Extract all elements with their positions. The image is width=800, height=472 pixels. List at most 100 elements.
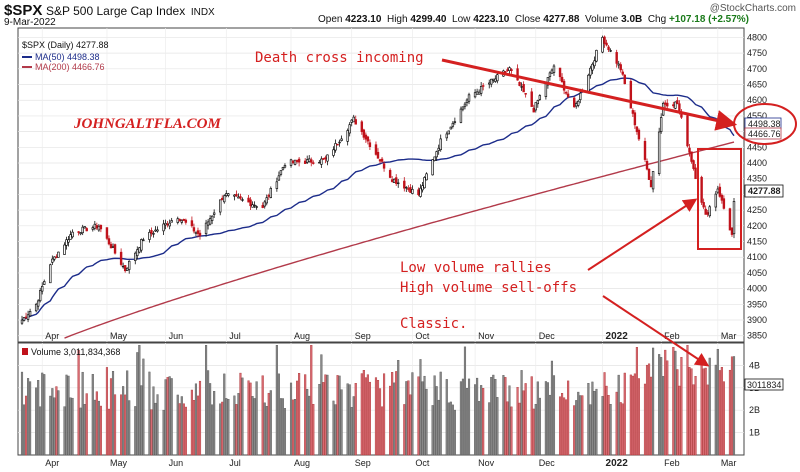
candle-body: [170, 220, 173, 223]
candle-body: [617, 63, 620, 66]
volume-bar: [720, 367, 723, 456]
candle-body: [289, 159, 293, 166]
volume-bar: [368, 381, 371, 456]
candle-body: [603, 36, 606, 44]
copyright: @StockCharts.com: [709, 3, 796, 14]
candle-body: [26, 314, 30, 320]
candle-body: [206, 221, 210, 226]
volume-bar: [79, 407, 82, 456]
price-legend: $SPX (Daily) 4277.88 MA(50) 4498.38 MA(2…: [22, 40, 109, 72]
candle-body: [249, 199, 252, 207]
volume-bar: [647, 363, 651, 456]
volume-bar: [482, 388, 485, 456]
candle-body: [666, 102, 669, 107]
candle-body: [633, 112, 637, 126]
candle-body: [615, 52, 618, 64]
volume-bar: [686, 345, 689, 456]
candle-body: [38, 290, 42, 302]
candle-body: [647, 168, 651, 180]
candle-body: [305, 159, 309, 163]
selloff-box: [697, 148, 742, 250]
volume-bar: [380, 406, 384, 456]
annotation-low-volume: Low volume rallies: [400, 260, 552, 276]
volume-bar: [561, 393, 564, 456]
volume-bar: [403, 404, 406, 456]
candle-body: [182, 219, 186, 221]
candle-body: [686, 115, 689, 147]
candle-body: [67, 239, 70, 243]
chg-value: +107.18 (+2.57%): [668, 14, 750, 25]
symbol: $SPX: [4, 2, 43, 19]
candle-body: [524, 93, 527, 95]
volume-bar: [124, 394, 127, 456]
candle-body: [265, 197, 268, 204]
volume-bar: [279, 398, 282, 456]
ma200-line: [64, 141, 735, 339]
candle-body: [700, 176, 703, 203]
volume-bar: [352, 396, 355, 456]
candle-body: [291, 160, 295, 163]
candle-body: [338, 141, 341, 144]
volume-bar: [134, 406, 137, 456]
volume-bar: [77, 350, 80, 456]
candle-body: [465, 99, 469, 104]
volume-bar: [113, 394, 117, 456]
volume-bar: [516, 387, 519, 456]
volume-bar: [581, 395, 584, 456]
chart-date: 9-Mar-2022: [4, 17, 56, 28]
volume-bar: [69, 397, 72, 456]
volume-bar: [435, 386, 438, 456]
volume-bar: [718, 370, 721, 456]
volume-bar: [29, 381, 32, 456]
volume-bar: [579, 395, 582, 456]
candle-body: [423, 177, 426, 189]
volume-bar: [71, 397, 74, 456]
volume-bar: [261, 375, 264, 456]
open-label: Open: [318, 14, 343, 25]
candle-body: [676, 100, 679, 104]
candle-body: [310, 159, 313, 163]
candle-body: [140, 239, 143, 251]
candle-body: [587, 74, 590, 94]
candle-body: [688, 147, 691, 153]
volume-bar: [249, 382, 252, 456]
candle-body: [550, 69, 554, 74]
volume-bar: [393, 382, 396, 456]
candle-body: [690, 151, 693, 162]
volume-bar: [643, 383, 647, 456]
candle-body: [24, 316, 28, 319]
volume-bar: [190, 389, 193, 456]
volume-bar: [334, 404, 337, 456]
candle-body: [136, 249, 139, 256]
volume-bar: [27, 378, 30, 456]
candle-body: [55, 256, 58, 258]
candle-body: [518, 81, 521, 86]
candle-body: [267, 195, 270, 197]
volume-bar: [39, 406, 42, 456]
x-tick-label: Dec: [539, 331, 556, 341]
volume-bar: [530, 376, 533, 456]
candle-body: [445, 133, 448, 139]
volume-bar: [536, 381, 539, 456]
candle-body: [239, 196, 242, 199]
volume-bar: [211, 404, 214, 456]
chart-title: $SPX S&P 500 Large Cap Index INDX: [4, 2, 215, 19]
candle-body: [520, 86, 523, 88]
death-cross-arrow: [441, 58, 738, 131]
candle-body: [178, 219, 181, 222]
volume-bar: [417, 376, 420, 456]
volume-x-tick-label: Feb: [664, 458, 680, 468]
candle-body: [22, 317, 26, 321]
candle-body: [279, 170, 283, 175]
candle-body: [168, 222, 171, 227]
candle-body: [433, 156, 436, 161]
volume-bar: [374, 377, 378, 456]
candle-body: [651, 171, 655, 190]
volume-bar: [49, 395, 52, 456]
candle-body: [589, 67, 592, 76]
volume-legend: Volume 3,011,834,368: [22, 347, 120, 357]
candle-body: [388, 170, 392, 178]
candle-body: [134, 252, 137, 261]
volume-bar: [706, 384, 709, 456]
volume-bar: [605, 385, 608, 456]
